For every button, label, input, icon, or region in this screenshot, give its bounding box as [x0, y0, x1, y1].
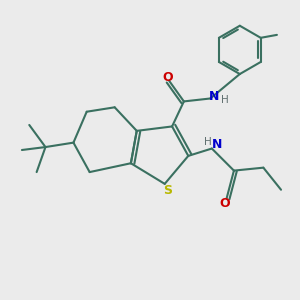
Text: N: N	[212, 138, 222, 151]
Text: N: N	[209, 90, 219, 103]
Text: H: H	[221, 95, 229, 105]
Text: O: O	[162, 71, 173, 84]
Text: H: H	[203, 137, 211, 147]
Text: S: S	[163, 184, 172, 197]
Text: O: O	[220, 197, 230, 210]
